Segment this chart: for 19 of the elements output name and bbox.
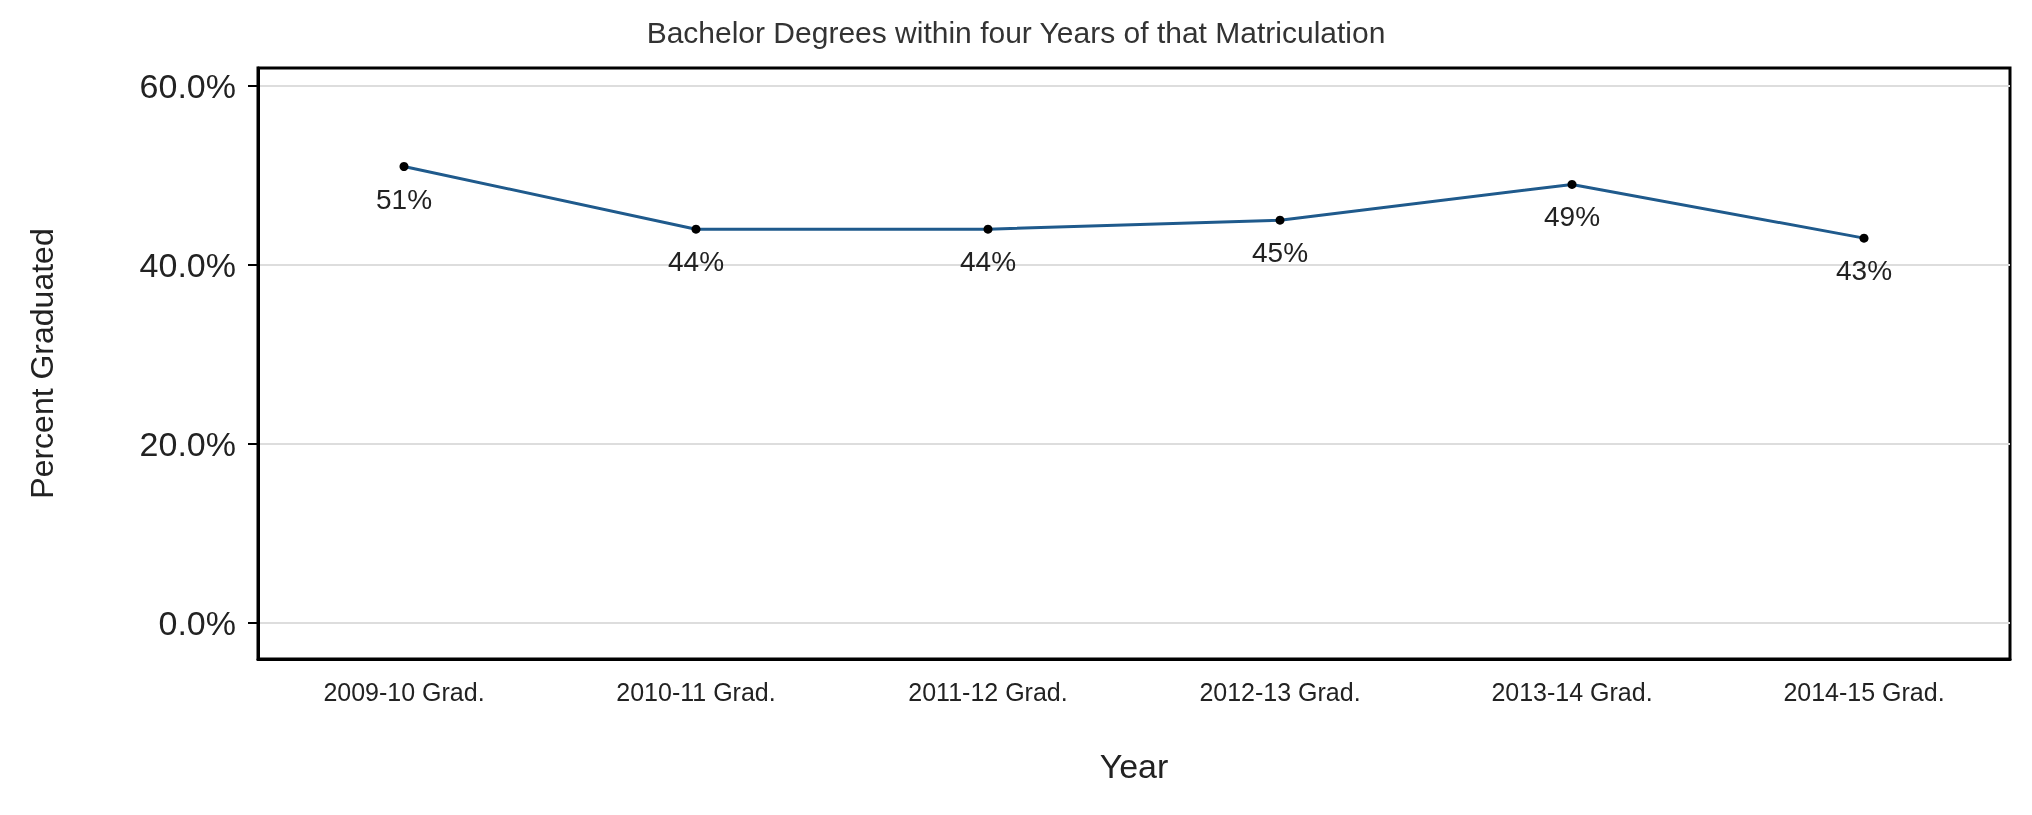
y-axis-title: Percent Graduated — [24, 228, 60, 499]
y-tick-label: 20.0% — [139, 425, 236, 464]
x-tick-label: 2013-14 Grad. — [1491, 677, 1653, 706]
y-tick-label: 40.0% — [139, 246, 236, 284]
y-tick-label: 0.0% — [158, 604, 236, 643]
data-label: 51% — [375, 183, 433, 215]
x-tick-label: 2014-15 Grad. — [1783, 677, 1945, 706]
x-tick-label: 2009-10 Grad. — [323, 677, 485, 706]
x-tick-label: 2010-11 Grad. — [616, 677, 776, 706]
x-tick-label: 2012-13 Grad. — [1199, 677, 1361, 706]
data-label: 49% — [1543, 201, 1601, 233]
x-axis-title: Year — [1099, 747, 1169, 785]
data-label: 44% — [667, 246, 725, 278]
data-label: 45% — [1251, 237, 1309, 269]
chart-title: Bachelor Degrees within four Years of that Matriculation — [646, 15, 1386, 49]
data-label: 43% — [1835, 255, 1893, 287]
y-tick-label: 60.0% — [139, 66, 236, 105]
data-label: 44% — [959, 246, 1017, 278]
x-tick-label: 2011-12 Grad. — [908, 677, 1068, 706]
